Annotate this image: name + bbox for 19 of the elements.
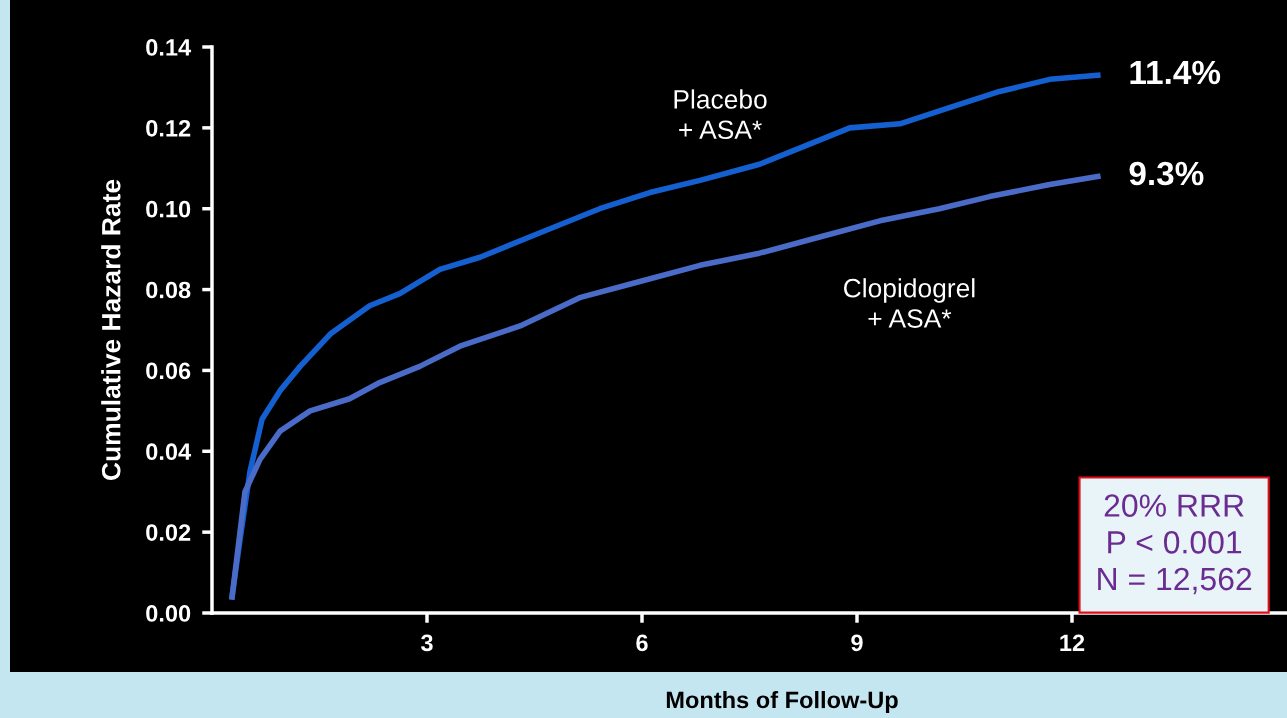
y-tick-label: 0.04 (146, 443, 192, 461)
series-label: Placebo + ASA* (674, 89, 767, 140)
series-label: Clopidogrel + ASA* (844, 278, 975, 328)
annotation: 9.3% (1129, 161, 1204, 186)
x-tick-label: 9 (851, 634, 863, 652)
y-tick-label: 0.02 (146, 524, 191, 541)
x-tick-label: 12 (1060, 634, 1085, 651)
annotation: 20% RRR P < 0.001 N = 12,562 (1098, 494, 1252, 595)
y-tick-label: 0.00 (146, 605, 191, 622)
y-tick-label: 0.12 (146, 119, 191, 137)
annotation: 11.4% (1130, 60, 1221, 85)
y-tick-label: 0.08 (146, 281, 191, 299)
y-tick-label: 0.06 (146, 362, 191, 380)
y-axis-title: Cumulative Hazard Rate (101, 179, 121, 480)
x-tick-label: 6 (636, 634, 648, 652)
x-tick-label: 3 (420, 634, 433, 652)
y-tick-label: 0.10 (146, 200, 191, 218)
x-axis-title: Months of Follow-Up (666, 690, 898, 713)
y-tick-label: 0.14 (146, 39, 192, 56)
